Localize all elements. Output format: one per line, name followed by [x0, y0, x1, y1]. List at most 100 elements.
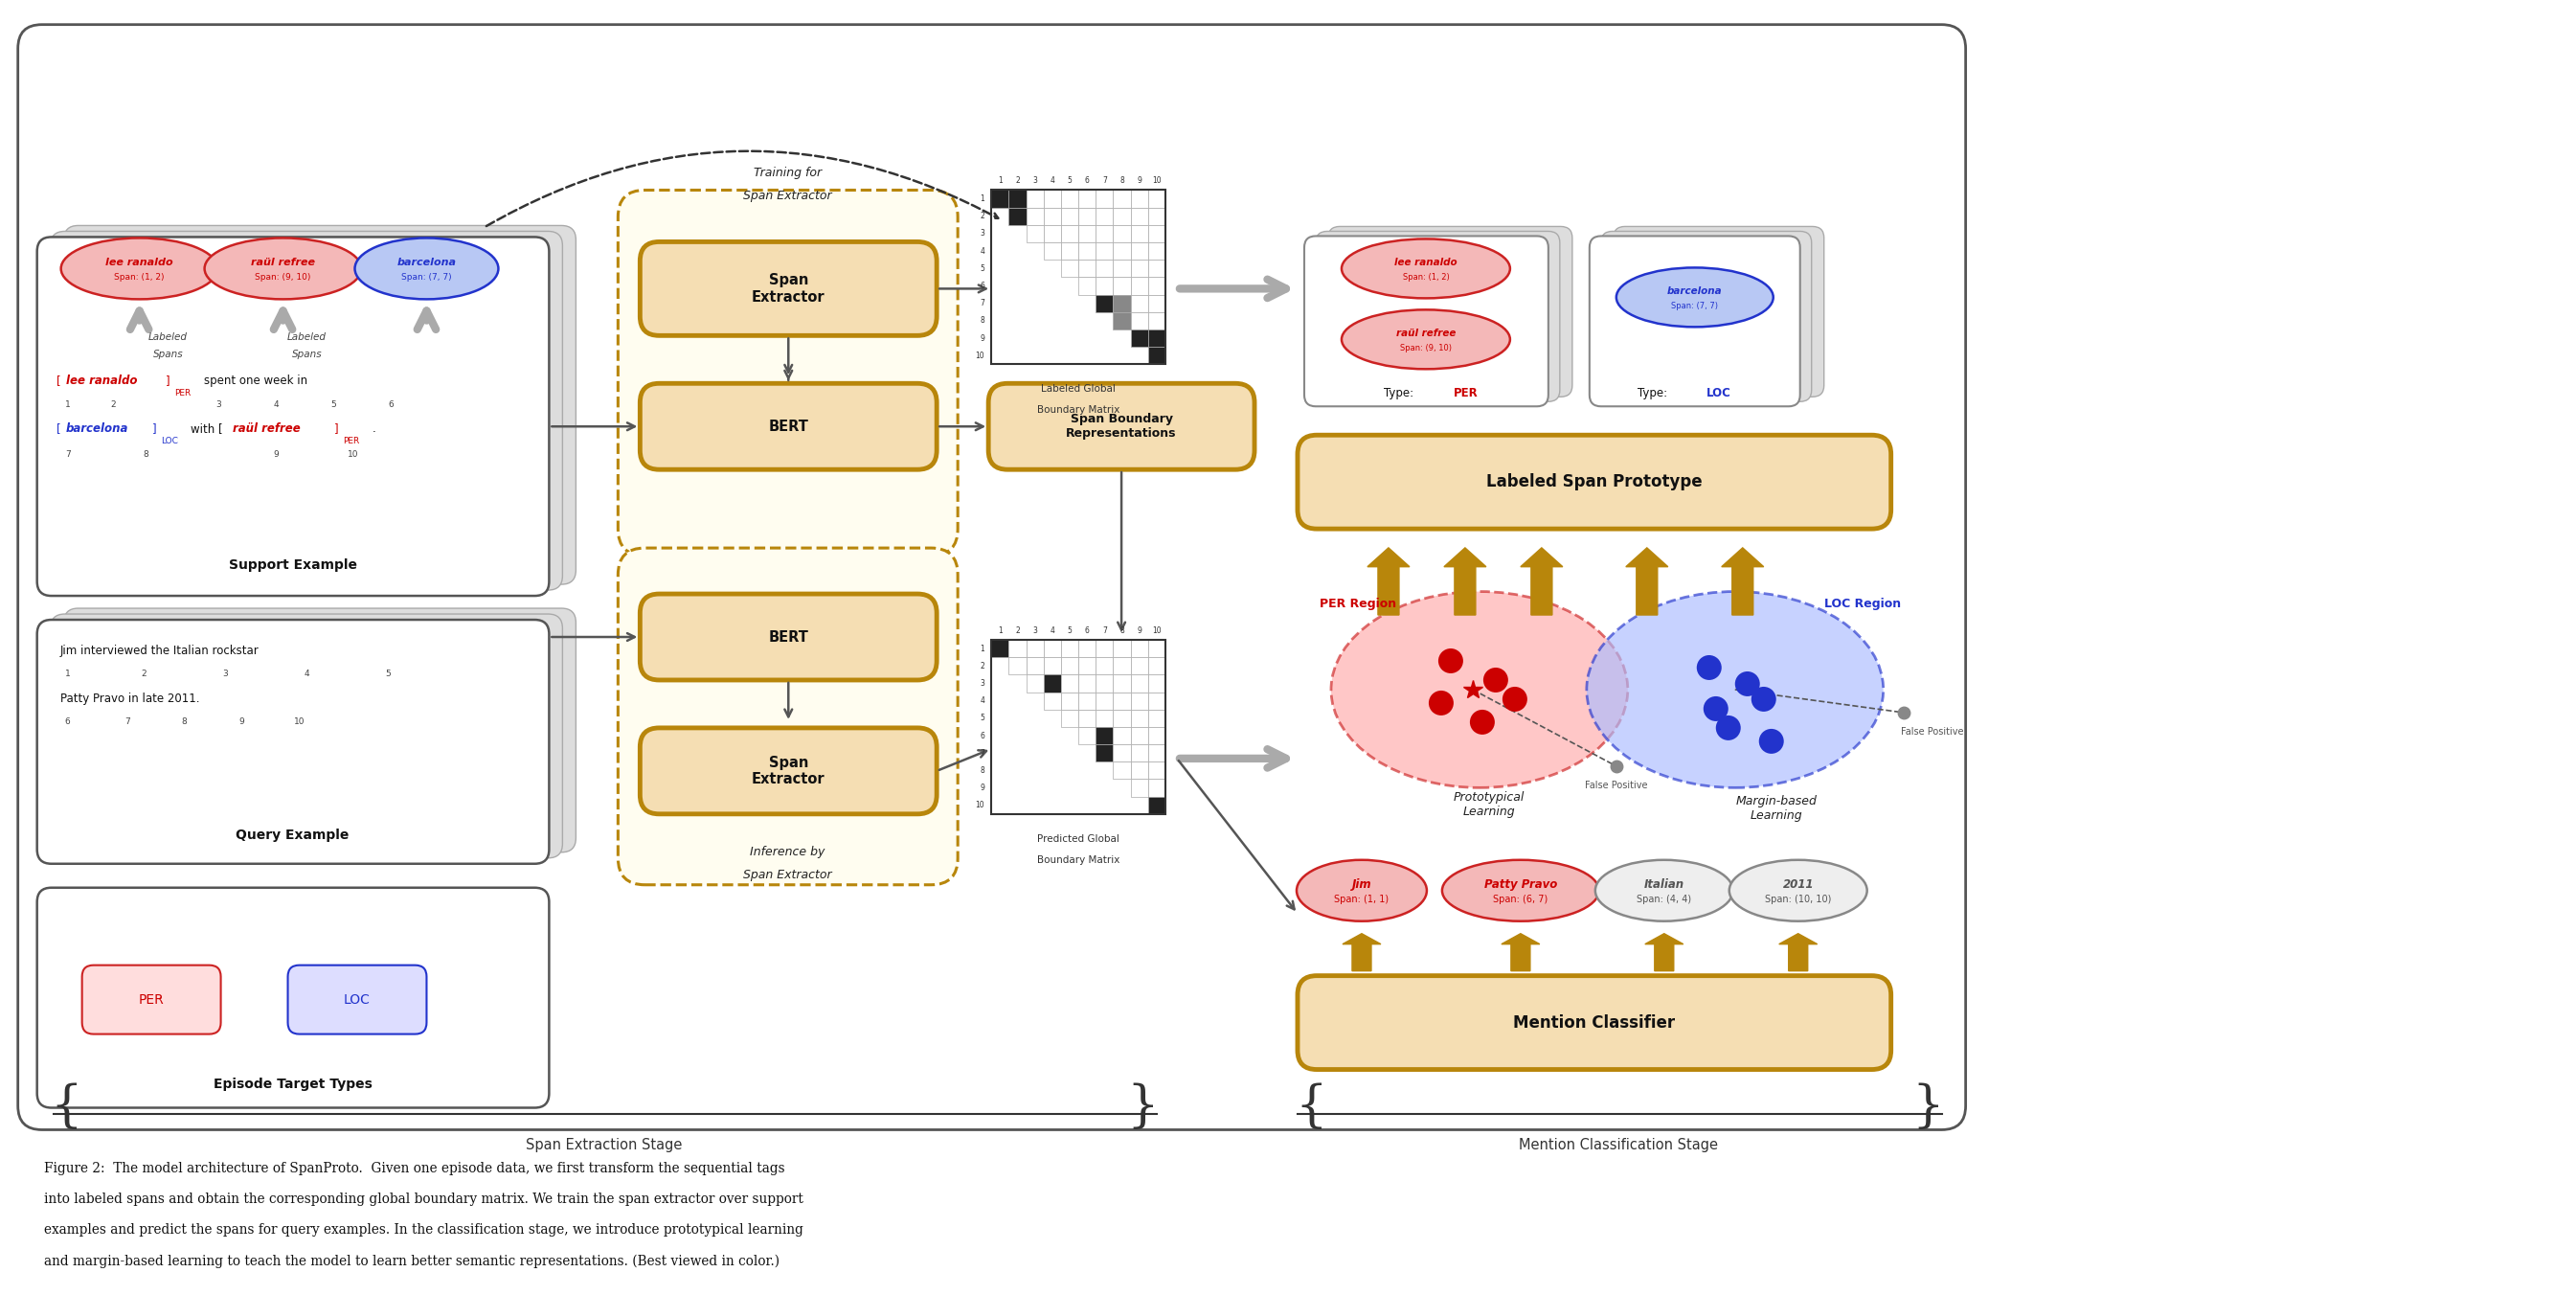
Bar [1043, 692, 1061, 710]
Text: Inference by: Inference by [750, 846, 824, 859]
Text: barcelona: barcelona [1667, 286, 1723, 297]
Text: 2: 2 [979, 212, 984, 220]
Ellipse shape [1587, 592, 1883, 787]
Text: 8: 8 [1121, 627, 1123, 635]
Text: Span Boundary
Representations: Span Boundary Representations [1066, 413, 1177, 440]
Bar [1095, 190, 1113, 207]
Text: Patty Pravo: Patty Pravo [1484, 878, 1556, 891]
Text: Boundary Matrix: Boundary Matrix [1038, 405, 1121, 414]
Bar [1010, 640, 1025, 658]
FancyBboxPatch shape [1298, 975, 1891, 1070]
Bar [1149, 329, 1164, 347]
FancyBboxPatch shape [82, 965, 222, 1035]
Bar [1131, 710, 1149, 726]
FancyBboxPatch shape [1316, 232, 1561, 401]
Bar [1095, 242, 1113, 260]
FancyBboxPatch shape [1613, 227, 1824, 396]
Text: False Positive: False Positive [1584, 781, 1649, 790]
Bar [1131, 745, 1149, 761]
Text: Jim interviewed the Italian rockstar: Jim interviewed the Italian rockstar [59, 645, 260, 658]
Bar [1113, 312, 1131, 329]
Bar [992, 190, 1010, 207]
Text: 2011: 2011 [1783, 878, 1814, 891]
Bar [1061, 242, 1079, 260]
Bar [1095, 207, 1113, 225]
Text: Margin-based
Learning: Margin-based Learning [1736, 795, 1816, 821]
FancyBboxPatch shape [989, 383, 1255, 470]
FancyBboxPatch shape [64, 609, 577, 852]
Bar [1131, 207, 1149, 225]
FancyBboxPatch shape [1329, 227, 1571, 396]
Text: 3: 3 [1033, 627, 1038, 635]
Ellipse shape [1296, 860, 1427, 921]
Text: LOC: LOC [1705, 387, 1731, 399]
Text: Span Extractor: Span Extractor [742, 869, 832, 882]
FancyBboxPatch shape [1303, 236, 1548, 407]
Text: Span: (1, 2): Span: (1, 2) [113, 273, 165, 282]
Text: Support Example: Support Example [229, 558, 355, 572]
FancyBboxPatch shape [1589, 236, 1801, 407]
Text: Italian: Italian [1643, 878, 1685, 891]
Text: 2: 2 [979, 662, 984, 671]
Text: 10: 10 [976, 351, 984, 360]
Bar [1131, 277, 1149, 294]
Text: 5: 5 [1066, 176, 1072, 185]
Bar [1113, 260, 1131, 277]
Text: False Positive: False Positive [1901, 726, 1963, 737]
Bar [1131, 329, 1149, 347]
Ellipse shape [1332, 592, 1628, 787]
Bar [1079, 207, 1095, 225]
Bar [1113, 675, 1131, 692]
Bar [1043, 225, 1061, 242]
Circle shape [1437, 649, 1463, 673]
Ellipse shape [1728, 860, 1868, 921]
Text: 2: 2 [1015, 176, 1020, 185]
Bar [1149, 658, 1164, 675]
Bar [1061, 207, 1079, 225]
Text: Jim: Jim [1352, 878, 1370, 891]
FancyBboxPatch shape [639, 594, 938, 680]
Bar [1095, 225, 1113, 242]
FancyBboxPatch shape [52, 232, 562, 591]
Circle shape [1471, 710, 1494, 734]
Bar [1131, 260, 1149, 277]
Text: PER: PER [139, 993, 165, 1006]
Text: 3: 3 [224, 670, 229, 679]
Bar [1149, 675, 1164, 692]
Ellipse shape [1443, 860, 1600, 921]
Bar [1131, 675, 1149, 692]
Ellipse shape [62, 238, 219, 299]
Text: 10: 10 [976, 802, 984, 809]
Bar [1149, 294, 1164, 312]
Bar [1131, 294, 1149, 312]
Bar [1061, 640, 1079, 658]
Bar [1095, 745, 1113, 761]
Text: 7: 7 [979, 299, 984, 308]
Text: 5: 5 [979, 264, 984, 273]
Bar [1079, 692, 1095, 710]
Bar [1079, 277, 1095, 294]
FancyBboxPatch shape [618, 548, 958, 884]
Text: 1: 1 [64, 400, 70, 409]
Text: lee ranaldo: lee ranaldo [67, 374, 137, 387]
Text: 1: 1 [979, 644, 984, 653]
Text: Spans: Spans [152, 350, 183, 360]
Bar [1131, 640, 1149, 658]
Bar [1025, 225, 1043, 242]
FancyBboxPatch shape [1298, 435, 1891, 528]
Text: .: . [371, 422, 376, 435]
Text: spent one week in: spent one week in [204, 374, 307, 387]
Bar [1131, 225, 1149, 242]
Text: 9: 9 [273, 449, 278, 458]
Bar [1113, 640, 1131, 658]
Circle shape [1698, 655, 1721, 680]
Bar [1095, 640, 1113, 658]
Bar [1025, 640, 1043, 658]
Bar [1095, 294, 1113, 312]
Text: 1: 1 [997, 627, 1002, 635]
Text: Type:: Type: [1638, 387, 1672, 399]
Text: Span: (9, 10): Span: (9, 10) [255, 273, 312, 282]
Bar [1061, 710, 1079, 726]
Bar [1025, 207, 1043, 225]
Bar [1113, 710, 1131, 726]
